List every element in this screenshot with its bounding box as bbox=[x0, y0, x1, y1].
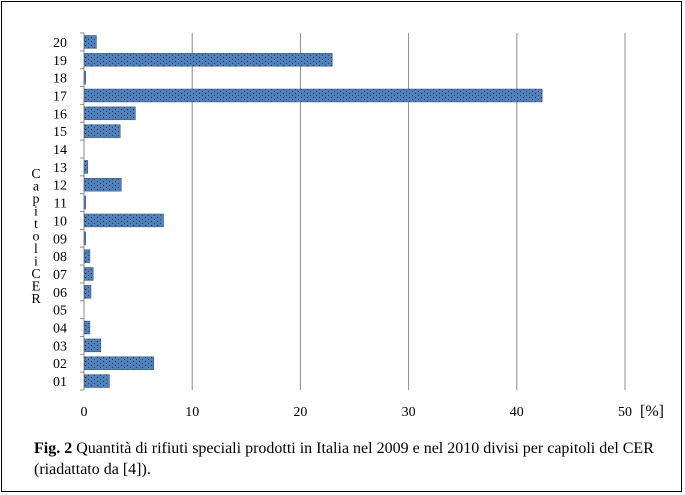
caption-text: Quantità di rifiuti speciali prodotti in… bbox=[34, 440, 654, 478]
bar-07 bbox=[84, 267, 94, 281]
y-tick-06: 06 bbox=[53, 286, 67, 301]
x-tick-30: 30 bbox=[402, 405, 416, 420]
bar-03 bbox=[84, 338, 102, 353]
y-axis-label-char: E bbox=[32, 280, 41, 295]
y-axis-label-char: C bbox=[31, 267, 40, 282]
bar-15 bbox=[84, 124, 121, 138]
y-tick-18: 18 bbox=[53, 72, 67, 87]
y-tick-08: 08 bbox=[53, 250, 67, 265]
bar-18 bbox=[84, 70, 86, 85]
x-tick-0: 0 bbox=[81, 405, 88, 420]
bar-13 bbox=[84, 160, 89, 174]
x-tick-40: 40 bbox=[510, 405, 524, 420]
bar-12 bbox=[84, 177, 122, 192]
bar-chart: 01 02 03 04 05 06 07 08 09 10 11 12 13 14 15 16 17 18 19 20… bbox=[31, 32, 664, 420]
y-axis-label-char: t bbox=[34, 217, 38, 232]
bar-17 bbox=[84, 88, 543, 103]
y-axis-label-char: p bbox=[33, 192, 40, 207]
y-axis-label-char: C bbox=[31, 167, 40, 182]
y-axis-label-char: R bbox=[31, 292, 41, 307]
bar-01 bbox=[84, 374, 110, 388]
y-tick-labels: 01 02 03 04 05 06 07 08 09 10 11 12 13 14 15 16 17 18 19 20 bbox=[53, 36, 67, 390]
x-tick-labels: 0 10 20 30 40 50 bbox=[81, 405, 633, 420]
y-tick-11: 11 bbox=[54, 197, 67, 212]
y-axis-label-char: a bbox=[33, 180, 40, 195]
y-axis-label-char: l bbox=[34, 242, 38, 257]
y-tick-04: 04 bbox=[53, 322, 67, 337]
y-tick-15: 15 bbox=[53, 125, 67, 140]
y-tick-17: 17 bbox=[53, 89, 67, 104]
y-tick-07: 07 bbox=[53, 268, 67, 283]
y-tick-05: 05 bbox=[53, 304, 67, 319]
grid-lines bbox=[80, 32, 626, 391]
y-tick-20: 20 bbox=[53, 36, 67, 51]
y-tick-03: 03 bbox=[53, 339, 67, 354]
bar-02 bbox=[84, 356, 155, 370]
y-axis-label-char: o bbox=[33, 230, 40, 245]
bar-09 bbox=[84, 231, 86, 246]
y-axis-label-char: i bbox=[34, 255, 38, 270]
y-tick-19: 19 bbox=[53, 54, 67, 69]
y-tick-02: 02 bbox=[53, 357, 67, 372]
y-tick-14: 14 bbox=[53, 143, 67, 158]
y-tick-09: 09 bbox=[53, 232, 67, 247]
bar-16 bbox=[84, 106, 136, 121]
y-axis-label-char: i bbox=[34, 205, 38, 220]
bar-06 bbox=[84, 285, 92, 299]
x-tick-50: 50 bbox=[618, 405, 632, 420]
figure-caption: Fig. 2 Quantità di rifiuti speciali prod… bbox=[34, 438, 674, 480]
y-tick-10: 10 bbox=[53, 214, 67, 229]
bar-10 bbox=[84, 213, 164, 228]
y-tick-16: 16 bbox=[53, 107, 67, 122]
y-tick-13: 13 bbox=[53, 161, 67, 176]
y-tick-12: 12 bbox=[53, 179, 67, 194]
x-tick-20: 20 bbox=[293, 405, 307, 420]
x-tick-10: 10 bbox=[185, 405, 199, 420]
bar-11 bbox=[84, 195, 86, 210]
bar-04 bbox=[84, 320, 91, 335]
bars bbox=[84, 35, 543, 388]
bar-20 bbox=[84, 35, 97, 49]
bar-08 bbox=[84, 249, 91, 263]
x-unit-label: [%] bbox=[640, 403, 664, 420]
y-tick-01: 01 bbox=[53, 375, 67, 390]
bar-19 bbox=[84, 53, 333, 67]
caption-label: Fig. 2 bbox=[34, 440, 73, 457]
